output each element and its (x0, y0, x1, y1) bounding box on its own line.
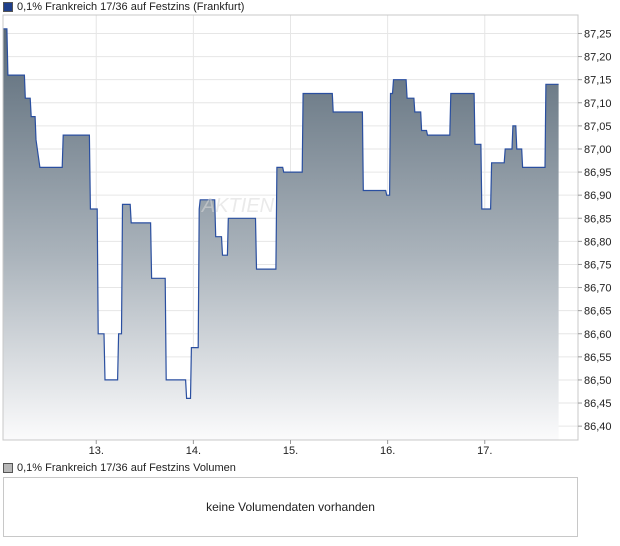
y-tick-label: 86,80 (584, 236, 612, 248)
price-line (3, 28, 559, 399)
y-tick-label: 87,25 (584, 28, 612, 40)
y-tick-label: 87,10 (584, 98, 612, 110)
y-tick-label: 87,00 (584, 144, 612, 156)
x-axis: 13. 14. 15. 16. 17. (89, 440, 492, 457)
x-tick-label: 17. (477, 445, 492, 457)
y-tick-label: 86,55 (584, 352, 612, 364)
price-legend-label: 0,1% Frankreich 17/36 auf Festzins (Fran… (17, 1, 245, 13)
volume-legend-swatch (3, 463, 13, 473)
volume-panel: keine Volumendaten vorhanden (3, 477, 578, 537)
y-tick-label: 87,05 (584, 121, 612, 133)
volume-empty-message: keine Volumendaten vorhanden (206, 500, 375, 514)
price-legend: 0,1% Frankreich 17/36 auf Festzins (Fran… (3, 0, 244, 14)
y-tick-label: 87,20 (584, 52, 612, 64)
x-tick-label: 14. (186, 445, 201, 457)
volume-legend: 0,1% Frankreich 17/36 auf Festzins Volum… (3, 461, 236, 475)
x-tick-label: 15. (283, 445, 298, 457)
y-tick-label: 86,85 (584, 213, 612, 225)
x-tick-label: 16. (380, 445, 395, 457)
y-tick-label: 86,50 (584, 375, 612, 387)
y-tick-label: 86,75 (584, 259, 612, 271)
y-tick-label: 86,95 (584, 167, 612, 179)
y-tick-label: 86,45 (584, 398, 612, 410)
price-legend-swatch (3, 2, 13, 12)
volume-legend-label: 0,1% Frankreich 17/36 auf Festzins Volum… (17, 462, 236, 474)
price-chart: AKTIEN 87,25 87,20 87,15 87,10 87,05 87,00 86,… (2, 14, 612, 457)
y-tick-label: 87,15 (584, 75, 612, 87)
y-tick-label: 86,65 (584, 306, 612, 318)
y-tick-label: 86,60 (584, 329, 612, 341)
y-tick-label: 86,70 (584, 283, 612, 295)
y-tick-label: 86,90 (584, 190, 612, 202)
watermark: AKTIEN (201, 195, 275, 217)
x-tick-label: 13. (89, 445, 104, 457)
y-tick-label: 86,40 (584, 421, 612, 433)
price-area (3, 28, 559, 441)
y-axis: 87,25 87,20 87,15 87,10 87,05 87,00 86,95 86,90… (578, 28, 612, 433)
